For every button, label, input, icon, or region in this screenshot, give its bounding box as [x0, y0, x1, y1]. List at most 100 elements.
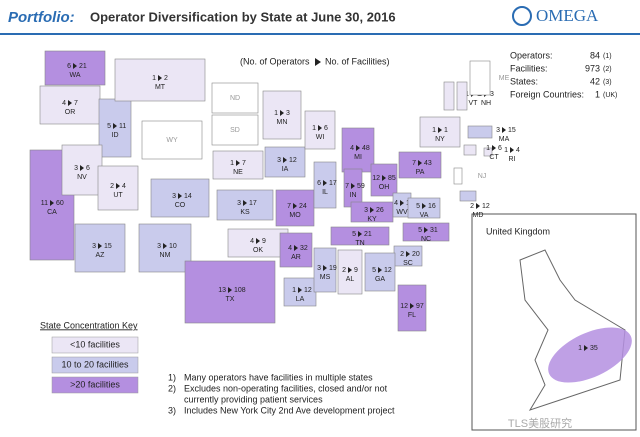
- state-abbr: SD: [230, 127, 240, 134]
- state-facilities: 15: [508, 127, 516, 134]
- state-abbr: NM: [160, 252, 171, 259]
- state-facilities: 1: [444, 127, 448, 134]
- state-abbr: OR: [65, 109, 76, 116]
- state-operators: 3: [74, 165, 78, 172]
- state-operators: 4: [288, 245, 292, 252]
- label-arrow: [98, 243, 102, 249]
- stat-value: 42: [590, 76, 600, 86]
- state-operators: 4: [350, 145, 354, 152]
- state: [313, 161, 337, 209]
- state-facilities: 9: [262, 238, 266, 245]
- label-arrow: [113, 123, 117, 129]
- state-operators: 7: [287, 203, 291, 210]
- state-abbr: MS: [320, 274, 331, 281]
- state-abbr: WA: [69, 72, 80, 79]
- footnote-num: 2): [168, 383, 176, 393]
- label-arrow: [584, 345, 588, 351]
- state: [211, 114, 259, 146]
- label-arrow: [424, 227, 428, 233]
- state-facilities: 12: [289, 157, 297, 164]
- state-facilities: 12: [304, 287, 312, 294]
- label-arrow: [50, 200, 54, 206]
- label-arrow: [68, 100, 72, 106]
- key-swatch: [51, 376, 139, 394]
- key-label: 10 to 20 facilities: [61, 359, 129, 369]
- state: [138, 223, 192, 273]
- label-arrow: [228, 287, 232, 293]
- state-abbr: ID: [112, 132, 119, 139]
- state-operators: 13: [218, 287, 226, 294]
- uk-region: [548, 327, 632, 383]
- key-swatch: [51, 336, 139, 354]
- state-operators: 3: [496, 127, 500, 134]
- state-operators: 5: [418, 227, 422, 234]
- state-facilities: 97: [416, 303, 424, 310]
- state-abbr: CA: [47, 209, 57, 216]
- logo-mark: [512, 6, 532, 26]
- state-facilities: 9: [354, 267, 358, 274]
- label-arrow: [406, 251, 410, 257]
- state: [279, 232, 313, 268]
- state-abbr: WY: [166, 137, 178, 144]
- state-abbr: VA: [420, 212, 429, 219]
- label-key-arrow: [315, 58, 321, 66]
- state: [469, 60, 491, 96]
- state: [419, 116, 461, 148]
- state-facilities: 24: [299, 203, 307, 210]
- state-abbr: AL: [346, 276, 355, 283]
- state-abbr: MD: [473, 212, 484, 219]
- title-lead: Portfolio:: [8, 9, 75, 26]
- state: [227, 228, 289, 258]
- state-facilities: 4: [516, 147, 520, 154]
- label-arrow: [116, 183, 120, 189]
- label-arrow: [358, 231, 362, 237]
- state-facilities: 108: [234, 287, 246, 294]
- state-facilities: 21: [79, 63, 87, 70]
- state: [398, 151, 442, 179]
- state: [44, 50, 106, 86]
- state-operators: 1: [152, 75, 156, 82]
- label-arrow: [323, 265, 327, 271]
- stat-label: Facilities:: [510, 63, 548, 73]
- label-arrow: [236, 160, 240, 166]
- state-facilities: 60: [56, 200, 64, 207]
- state: [397, 284, 427, 332]
- state-abbr: NV: [77, 174, 87, 181]
- state-facilities: 17: [249, 200, 257, 207]
- state-facilities: 2: [164, 75, 168, 82]
- state: [184, 260, 276, 324]
- state: [150, 178, 210, 218]
- state: [456, 81, 468, 111]
- state-abbr: NY: [435, 136, 445, 143]
- state-abbr: TX: [226, 296, 235, 303]
- key-swatch: [51, 356, 139, 374]
- label-arrow: [400, 200, 404, 206]
- state-abbr: IA: [282, 166, 289, 173]
- title: Operator Diversification by State at Jun…: [90, 9, 396, 24]
- footnote-line: Excludes non-operating facilities, close…: [184, 383, 388, 393]
- key-label: >20 facilities: [70, 379, 120, 389]
- state-operators: 12: [372, 175, 380, 182]
- state-operators: 3: [317, 265, 321, 272]
- stat-note: (UK): [603, 92, 617, 99]
- state-abbr: MT: [155, 84, 166, 91]
- state: [443, 81, 455, 111]
- state-abbr: ME: [499, 75, 510, 82]
- state-operators: 5: [372, 267, 376, 274]
- label-arrow: [323, 180, 327, 186]
- label-arrow: [178, 193, 182, 199]
- state: [98, 98, 132, 158]
- state: [483, 147, 493, 157]
- label-arrow: [356, 145, 360, 151]
- state-operators: 1: [292, 287, 296, 294]
- state: [337, 249, 363, 295]
- state-abbr: UT: [113, 192, 123, 199]
- state: [264, 146, 306, 178]
- state: [407, 197, 441, 219]
- state-abbr: SC: [403, 260, 413, 267]
- label-arrow: [283, 157, 287, 163]
- label-arrow: [410, 303, 414, 309]
- label-arrow: [318, 125, 322, 131]
- label-arrow: [80, 165, 84, 171]
- state-abbr: AR: [291, 254, 301, 261]
